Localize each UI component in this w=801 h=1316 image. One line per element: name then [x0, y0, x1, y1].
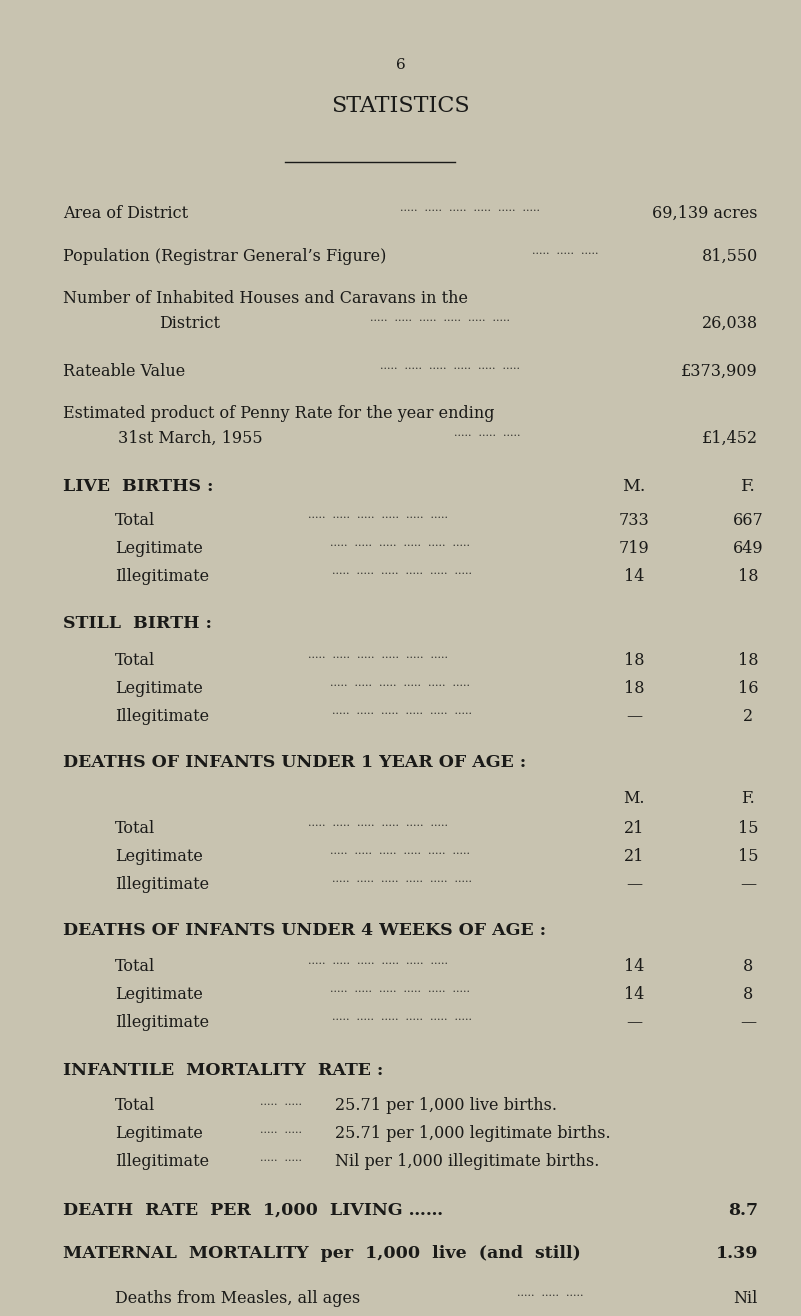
- Text: 6: 6: [396, 58, 405, 72]
- Text: 14: 14: [624, 569, 644, 586]
- Text: 18: 18: [624, 680, 644, 697]
- Text: .....  .....: ..... .....: [260, 1098, 302, 1107]
- Text: Illegitimate: Illegitimate: [115, 708, 209, 725]
- Text: .....  .....  .....: ..... ..... .....: [505, 1313, 571, 1316]
- Text: Total: Total: [115, 958, 155, 975]
- Text: 719: 719: [618, 540, 650, 557]
- Text: F.: F.: [741, 478, 755, 495]
- Text: 2: 2: [743, 708, 753, 725]
- Text: £373,909: £373,909: [681, 363, 758, 380]
- Text: Legitimate: Legitimate: [115, 1125, 203, 1142]
- Text: Deaths from Measles, all ages: Deaths from Measles, all ages: [115, 1290, 360, 1307]
- Text: Total: Total: [115, 820, 155, 837]
- Text: Total: Total: [115, 1098, 155, 1115]
- Text: .....  .....  .....  .....  .....  .....: ..... ..... ..... ..... ..... .....: [332, 705, 473, 716]
- Text: 649: 649: [733, 540, 763, 557]
- Text: .....  .....  .....  .....  .....  .....: ..... ..... ..... ..... ..... .....: [330, 538, 470, 547]
- Text: Area of District: Area of District: [63, 205, 188, 222]
- Text: .....  .....: ..... .....: [260, 1153, 302, 1163]
- Text: Legitimate: Legitimate: [115, 540, 203, 557]
- Text: —: —: [626, 708, 642, 725]
- Text: 31st March, 1955: 31st March, 1955: [118, 430, 262, 447]
- Text: —: —: [626, 876, 642, 894]
- Text: .....  .....  .....: ..... ..... .....: [532, 246, 598, 257]
- Text: .....  .....  .....  .....  .....  .....: ..... ..... ..... ..... ..... .....: [330, 678, 470, 688]
- Text: 1.39: 1.39: [715, 1245, 758, 1262]
- Text: LIVE  BIRTHS :: LIVE BIRTHS :: [63, 478, 214, 495]
- Text: DEATHS OF INFANTS UNDER 1 YEAR OF AGE :: DEATHS OF INFANTS UNDER 1 YEAR OF AGE :: [63, 754, 526, 771]
- Text: 8.7: 8.7: [728, 1202, 758, 1219]
- Text: .....  .....  .....: ..... ..... .....: [517, 1288, 583, 1298]
- Text: Estimated product of Penny Rate for the year ending: Estimated product of Penny Rate for the …: [63, 405, 494, 422]
- Text: .....  .....  .....  .....  .....  .....: ..... ..... ..... ..... ..... .....: [330, 846, 470, 855]
- Text: MATERNAL  MORTALITY  per  1,000  live  (and  still): MATERNAL MORTALITY per 1,000 live (and s…: [63, 1245, 581, 1262]
- Text: Illegitimate: Illegitimate: [115, 1153, 209, 1170]
- Text: .....  .....  .....  .....  .....  .....: ..... ..... ..... ..... ..... .....: [308, 955, 448, 966]
- Text: 81,550: 81,550: [702, 247, 758, 265]
- Text: .....  .....  .....: ..... ..... .....: [454, 428, 521, 438]
- Text: Illegitimate: Illegitimate: [115, 876, 209, 894]
- Text: .....  .....  .....  .....  .....  .....: ..... ..... ..... ..... ..... .....: [330, 984, 470, 994]
- Text: .....  .....  .....  .....  .....  .....: ..... ..... ..... ..... ..... .....: [370, 313, 510, 322]
- Text: Population (Registrar General’s Figure): Population (Registrar General’s Figure): [63, 247, 386, 265]
- Text: Legitimate: Legitimate: [115, 848, 203, 865]
- Text: 18: 18: [624, 651, 644, 669]
- Text: .....  .....  .....  .....  .....  .....: ..... ..... ..... ..... ..... .....: [332, 874, 473, 884]
- Text: STATISTICS: STATISTICS: [331, 95, 470, 117]
- Text: 15: 15: [738, 848, 759, 865]
- Text: 21: 21: [624, 820, 644, 837]
- Text: DEATHS OF INFANTS UNDER 4 WEEKS OF AGE :: DEATHS OF INFANTS UNDER 4 WEEKS OF AGE :: [63, 923, 546, 940]
- Text: —: —: [740, 876, 756, 894]
- Text: 21: 21: [624, 848, 644, 865]
- Text: Legitimate: Legitimate: [115, 680, 203, 697]
- Text: .....  .....  .....  .....  .....  .....: ..... ..... ..... ..... ..... .....: [332, 1012, 473, 1023]
- Text: F.: F.: [741, 790, 755, 807]
- Text: STILL  BIRTH :: STILL BIRTH :: [63, 615, 212, 632]
- Text: .....  .....  .....  .....  .....  .....: ..... ..... ..... ..... ..... .....: [308, 650, 448, 661]
- Text: 18: 18: [738, 651, 759, 669]
- Text: 667: 667: [733, 512, 763, 529]
- Text: —: —: [626, 1015, 642, 1030]
- Text: M.: M.: [622, 478, 646, 495]
- Text: .....  .....  .....  .....  .....  .....: ..... ..... ..... ..... ..... .....: [308, 819, 448, 828]
- Text: .....  .....  .....  .....  .....  .....: ..... ..... ..... ..... ..... .....: [308, 511, 448, 520]
- Text: Total: Total: [115, 651, 155, 669]
- Text: —: —: [740, 1015, 756, 1030]
- Text: Total: Total: [115, 512, 155, 529]
- Text: Illegitimate: Illegitimate: [115, 1015, 209, 1030]
- Text: Nil: Nil: [734, 1290, 758, 1307]
- Text: Number of Inhabited Houses and Caravans in the: Number of Inhabited Houses and Caravans …: [63, 290, 468, 307]
- Text: .....  .....: ..... .....: [260, 1125, 302, 1134]
- Text: 8: 8: [743, 958, 753, 975]
- Text: 8: 8: [743, 986, 753, 1003]
- Text: 14: 14: [624, 958, 644, 975]
- Text: 733: 733: [618, 512, 650, 529]
- Text: Nil per 1,000 illegitimate births.: Nil per 1,000 illegitimate births.: [335, 1153, 599, 1170]
- Text: 16: 16: [738, 680, 759, 697]
- Text: Rateable Value: Rateable Value: [63, 363, 185, 380]
- Text: .....  .....  .....  .....  .....  .....: ..... ..... ..... ..... ..... .....: [400, 203, 540, 213]
- Text: 69,139 acres: 69,139 acres: [653, 205, 758, 222]
- Text: 25.71 per 1,000 live births.: 25.71 per 1,000 live births.: [335, 1098, 557, 1115]
- Text: 25.71 per 1,000 legitimate births.: 25.71 per 1,000 legitimate births.: [335, 1125, 610, 1142]
- Text: 26,038: 26,038: [702, 315, 758, 332]
- Text: INFANTILE  MORTALITY  RATE :: INFANTILE MORTALITY RATE :: [63, 1062, 384, 1079]
- Text: M.: M.: [623, 790, 645, 807]
- Text: Legitimate: Legitimate: [115, 986, 203, 1003]
- Text: 15: 15: [738, 820, 759, 837]
- Text: 14: 14: [624, 986, 644, 1003]
- Text: £1,452: £1,452: [702, 430, 758, 447]
- Text: District: District: [159, 315, 220, 332]
- Text: 18: 18: [738, 569, 759, 586]
- Text: DEATH  RATE  PER  1,000  LIVING ……: DEATH RATE PER 1,000 LIVING ……: [63, 1202, 443, 1219]
- Text: .....  .....  .....  .....  .....  .....: ..... ..... ..... ..... ..... .....: [380, 361, 520, 371]
- Text: .....  .....  .....  .....  .....  .....: ..... ..... ..... ..... ..... .....: [332, 566, 473, 576]
- Text: Illegitimate: Illegitimate: [115, 569, 209, 586]
